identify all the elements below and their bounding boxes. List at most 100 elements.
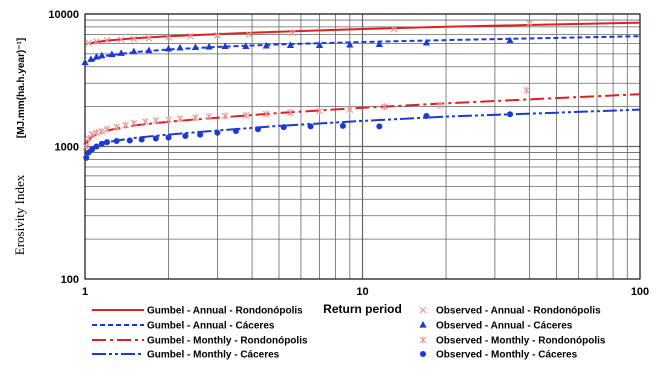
data-point <box>390 25 398 33</box>
legend-item: Observed - Monthly - Cáceres <box>420 350 578 361</box>
data-point <box>165 134 172 141</box>
legend-marker <box>419 321 427 328</box>
series-line <box>90 35 641 63</box>
legend-item: Gumbel - Annual - Cáceres <box>92 321 275 332</box>
data-point <box>126 137 133 144</box>
data-point <box>422 38 431 46</box>
legend-item: Gumbel - Annual - Rondonópolis <box>92 306 303 317</box>
series-1 <box>90 35 641 63</box>
data-point <box>81 58 89 66</box>
data-point <box>82 143 90 150</box>
legend-label: Observed - Annual - Rondonópolis <box>436 306 601 317</box>
data-point <box>152 135 159 142</box>
legend-item: Gumbel - Monthly - Cáceres <box>92 350 280 361</box>
data-point <box>197 131 204 138</box>
data-point <box>83 154 90 161</box>
data-point <box>98 51 106 59</box>
data-point <box>262 41 270 49</box>
data-point <box>315 41 324 48</box>
data-point <box>165 34 172 41</box>
data-point <box>145 46 153 54</box>
series-0 <box>90 21 641 45</box>
plot-frame <box>84 13 641 280</box>
data-point <box>232 127 239 134</box>
data-point <box>93 143 100 150</box>
data-point <box>526 19 533 27</box>
data-point <box>242 111 250 119</box>
data-point <box>214 129 221 136</box>
data-point <box>182 133 189 140</box>
data-point <box>506 36 514 44</box>
y-axis-unit: [MJ.mm(ha.h.year)⁻¹] <box>16 38 27 138</box>
data-point <box>152 117 160 125</box>
data-point <box>93 129 100 137</box>
x-tick-label: 1 <box>82 286 88 298</box>
x-tick-label: 10 <box>356 286 368 298</box>
data-point <box>205 42 213 50</box>
legend-label: Gumbel - Monthly - Cáceres <box>147 350 280 361</box>
data-point <box>122 121 129 129</box>
data-point <box>108 50 116 58</box>
grid <box>84 13 641 280</box>
y-axis-title-text: Erosivity Index <box>12 174 27 255</box>
data-point <box>176 115 184 123</box>
data-point <box>375 40 383 47</box>
data-point <box>164 44 173 52</box>
data-point <box>103 139 110 146</box>
data-point <box>93 38 100 45</box>
y-tick-label: 100 <box>61 274 79 286</box>
y-tick-label: 1000 <box>55 142 79 154</box>
data-point <box>176 43 184 51</box>
y-axis-title: Erosivity Index [MJ.mm(ha.h.year)⁻¹] <box>12 38 27 255</box>
legend-item: Observed - Monthly - Rondonópolis <box>419 336 606 347</box>
legend-item: Gumbel - Monthly - Rondonópolis <box>92 336 308 347</box>
series-7 <box>83 111 513 161</box>
data-point <box>87 55 95 62</box>
data-point <box>113 123 121 131</box>
data-point <box>92 52 101 60</box>
series-4 <box>85 19 533 47</box>
series-layer <box>81 19 641 161</box>
data-point <box>381 103 388 111</box>
x-axis-title: Return period <box>323 302 402 316</box>
legend-marker <box>419 306 427 314</box>
data-point <box>376 123 383 130</box>
tick-labels: 1 10 100 100 1000 10000 <box>48 9 649 298</box>
data-point <box>245 31 253 38</box>
data-point <box>165 115 172 123</box>
legend-item: Observed - Annual - Cáceres <box>419 321 573 332</box>
data-point <box>307 123 314 130</box>
data-point <box>192 114 199 122</box>
data-point <box>523 86 530 94</box>
y-tick-label: 10000 <box>48 9 79 21</box>
data-point <box>289 29 297 37</box>
data-point <box>423 112 430 119</box>
data-point <box>98 140 105 147</box>
data-point <box>254 126 261 133</box>
legend-label: Observed - Monthly - Rondonópolis <box>436 336 606 347</box>
data-point <box>286 41 295 48</box>
series-5 <box>81 36 514 66</box>
data-point <box>141 118 149 126</box>
data-point <box>117 36 125 44</box>
data-point <box>287 109 294 117</box>
legend-label: Gumbel - Annual - Cáceres <box>147 321 275 332</box>
data-point <box>130 35 138 43</box>
legend-marker <box>420 351 426 357</box>
data-point <box>88 131 96 139</box>
data-point <box>191 43 200 50</box>
data-point <box>85 39 92 47</box>
x-tick-label: 100 <box>631 286 649 298</box>
data-point <box>205 113 213 121</box>
data-point <box>346 40 354 48</box>
data-point <box>130 47 138 55</box>
data-point <box>145 34 153 42</box>
legend: Gumbel - Annual - Rondonópolis Gumbel - A… <box>92 306 606 361</box>
data-point <box>506 111 513 118</box>
series-line <box>90 21 641 45</box>
data-point <box>89 146 96 153</box>
data-point <box>436 101 444 109</box>
data-point <box>130 119 138 127</box>
data-point <box>103 36 111 44</box>
data-point <box>98 127 106 135</box>
